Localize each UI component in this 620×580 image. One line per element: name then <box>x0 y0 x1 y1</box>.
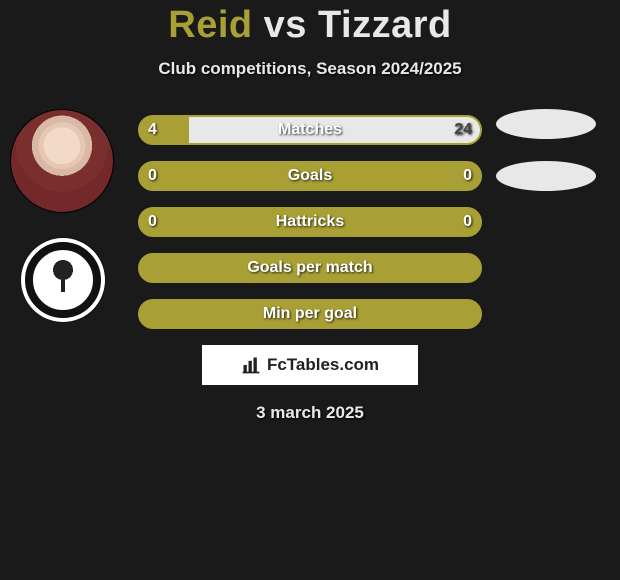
player1-club-badge <box>20 237 106 323</box>
stat-row: 424Matches <box>138 115 482 145</box>
stat-value-right: 0 <box>463 207 472 237</box>
stat-bar-track <box>138 115 482 145</box>
stat-row: 00Goals <box>138 161 482 191</box>
stat-bar-track <box>138 253 482 283</box>
bar-chart-icon <box>241 355 261 375</box>
stat-row: Goals per match <box>138 253 482 283</box>
stat-row: 00Hattricks <box>138 207 482 237</box>
stat-value-left: 0 <box>148 207 157 237</box>
stat-value-right: 0 <box>463 161 472 191</box>
stat-bar-track <box>138 299 482 329</box>
stat-bar-fill-right <box>189 117 480 143</box>
player1-name: Reid <box>168 4 252 46</box>
vs-separator: vs <box>264 4 307 46</box>
date-stamp: 3 march 2025 <box>0 403 620 423</box>
player1-column <box>8 109 118 323</box>
attribution-text: FcTables.com <box>267 355 379 375</box>
stat-bars: 424Matches00Goals00HattricksGoals per ma… <box>138 109 482 329</box>
comparison-content: 424Matches00Goals00HattricksGoals per ma… <box>0 109 620 423</box>
stat-bar-track <box>138 161 482 191</box>
stat-value-left: 4 <box>148 115 157 145</box>
comparison-title: Reid vs Tizzard <box>0 0 620 47</box>
player1-avatar <box>10 109 114 213</box>
season-subtitle: Club competitions, Season 2024/2025 <box>0 59 620 79</box>
stat-row: Min per goal <box>138 299 482 329</box>
stat-bar-track <box>138 207 482 237</box>
stat-value-left: 0 <box>148 161 157 191</box>
attribution-badge: FcTables.com <box>202 345 418 385</box>
player2-name: Tizzard <box>318 4 452 46</box>
stat-value-right: 24 <box>454 115 472 145</box>
player2-column <box>492 109 602 213</box>
player2-avatar <box>496 109 596 139</box>
player2-club-badge <box>496 161 596 191</box>
